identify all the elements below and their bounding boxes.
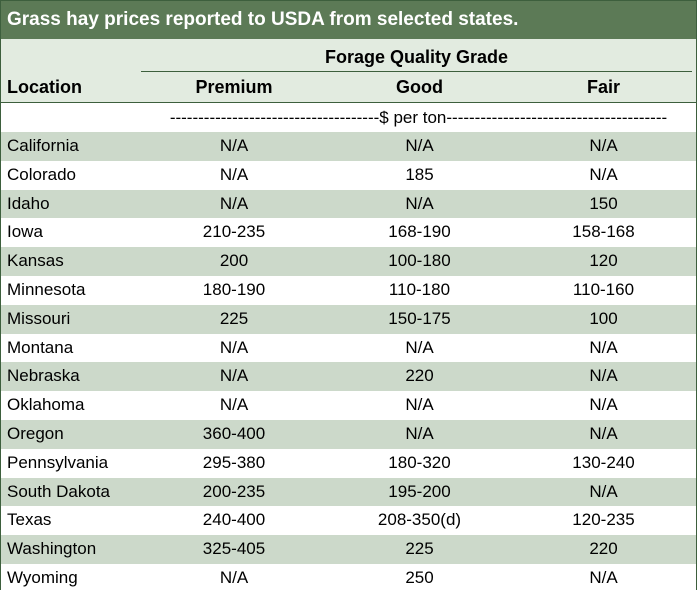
table-row: Missouri 225 150-175 100: [1, 304, 696, 334]
location-cell: Washington: [7, 539, 97, 559]
fair-cell: 100: [589, 308, 618, 328]
table-row: Kansas 200 100-180 120: [1, 247, 696, 276]
good-cell: 225: [405, 539, 434, 559]
table-row: Wyoming N/A 250 N/A: [1, 563, 696, 593]
location-cell: Idaho: [7, 193, 50, 213]
location-cell: Nebraska: [7, 366, 80, 386]
good-column-header: Good: [396, 77, 443, 97]
good-cell: 250: [405, 567, 434, 587]
good-cell: 100-180: [388, 251, 451, 271]
premium-cell: 200-235: [202, 481, 266, 501]
table-row: Washington 325-405 225 220: [1, 535, 696, 564]
location-cell: Wyoming: [7, 567, 78, 587]
table-row: Texas 240-400 208-350(d) 120-235: [1, 506, 696, 536]
premium-cell: N/A: [219, 164, 249, 184]
good-cell: 168-190: [388, 222, 451, 242]
premium-cell: 325-405: [202, 539, 266, 559]
location-cell: Minnesota: [7, 279, 86, 299]
premium-cell: N/A: [219, 395, 249, 415]
table-title: Grass hay prices reported to USDA from s…: [1, 1, 696, 39]
location-cell: South Dakota: [7, 481, 111, 501]
table-row: Idaho N/A N/A 150: [1, 189, 696, 219]
premium-cell: 240-400: [202, 510, 266, 530]
good-cell: 208-350(d): [377, 510, 462, 530]
fair-cell: N/A: [589, 164, 618, 184]
good-cell: N/A: [405, 337, 434, 357]
fair-cell: 220: [589, 539, 618, 559]
table-row: Iowa 210-235 168-190 158-168: [1, 218, 696, 248]
premium-cell: 210-235: [202, 222, 266, 242]
fair-cell: 110-160: [572, 279, 635, 299]
premium-cell: N/A: [219, 337, 249, 357]
fair-cell: N/A: [589, 481, 618, 501]
location-cell: Oregon: [7, 423, 64, 443]
good-cell: 220: [405, 366, 434, 386]
good-cell: N/A: [405, 193, 434, 213]
premium-column-header: Premium: [195, 77, 273, 97]
fair-cell: N/A: [589, 366, 618, 386]
good-cell: N/A: [405, 136, 434, 155]
good-cell: N/A: [405, 395, 434, 415]
location-cell: Iowa: [7, 222, 43, 242]
location-cell: Kansas: [7, 251, 64, 271]
units-row: -------------------------------------$ p…: [1, 102, 696, 132]
fair-cell: 120-235: [572, 510, 635, 530]
premium-cell: 225: [219, 308, 249, 328]
premium-cell: N/A: [219, 136, 249, 155]
table-header: Forage Quality Grade Location Premium Go…: [1, 39, 696, 102]
location-cell: Colorado: [7, 164, 76, 184]
good-cell: 195-200: [388, 481, 451, 501]
table-body: California N/A N/A N/A Colorado N/A 185 N/A Idah…: [1, 132, 696, 593]
location-column-header: Location: [7, 77, 82, 97]
table-row: California N/A N/A N/A: [1, 132, 696, 161]
location-cell: Missouri: [7, 308, 71, 328]
good-cell: 185: [405, 164, 434, 184]
location-cell: California: [7, 136, 79, 155]
table-row: Colorado N/A 185 N/A: [1, 160, 696, 190]
premium-cell: N/A: [219, 567, 249, 587]
table-row: South Dakota 200-235 195-200 N/A: [1, 477, 696, 507]
units-label: -------------------------------------$ p…: [169, 108, 668, 127]
fair-column-header: Fair: [586, 77, 620, 97]
premium-cell: 200: [219, 251, 249, 271]
good-cell: 180-320: [388, 452, 451, 472]
premium-cell: 295-380: [202, 452, 266, 472]
fair-cell: N/A: [589, 567, 618, 587]
table-row: Oregon 360-400 N/A N/A: [1, 419, 696, 449]
location-cell: Montana: [7, 337, 74, 357]
good-cell: 110-180: [388, 279, 451, 299]
fair-cell: 158-168: [572, 222, 635, 242]
location-cell: Pennsylvania: [7, 452, 109, 472]
location-cell: Texas: [7, 510, 52, 530]
premium-cell: 360-400: [202, 423, 266, 443]
good-cell: 150-175: [388, 308, 451, 328]
forage-quality-grade-header: Forage Quality Grade: [141, 43, 692, 72]
premium-cell: 180-190: [202, 279, 266, 299]
table-row: Montana N/A N/A N/A: [1, 333, 696, 363]
table-row: Oklahoma N/A N/A N/A: [1, 391, 696, 420]
fair-cell: 130-240: [572, 452, 635, 472]
fair-cell: 150: [589, 193, 618, 213]
table-row: Pennsylvania 295-380 180-320 130-240: [1, 448, 696, 478]
fair-cell: N/A: [589, 337, 618, 357]
fair-cell: N/A: [589, 423, 618, 443]
fair-cell: N/A: [589, 136, 618, 155]
table-row: Nebraska N/A 220 N/A: [1, 362, 696, 392]
good-cell: N/A: [405, 423, 434, 443]
premium-cell: N/A: [219, 366, 249, 386]
fair-cell: N/A: [589, 395, 618, 415]
location-cell: Oklahoma: [7, 395, 85, 415]
premium-cell: N/A: [219, 193, 249, 213]
table-row: Minnesota 180-190 110-180 110-160: [1, 275, 696, 305]
fair-cell: 120: [589, 251, 618, 271]
